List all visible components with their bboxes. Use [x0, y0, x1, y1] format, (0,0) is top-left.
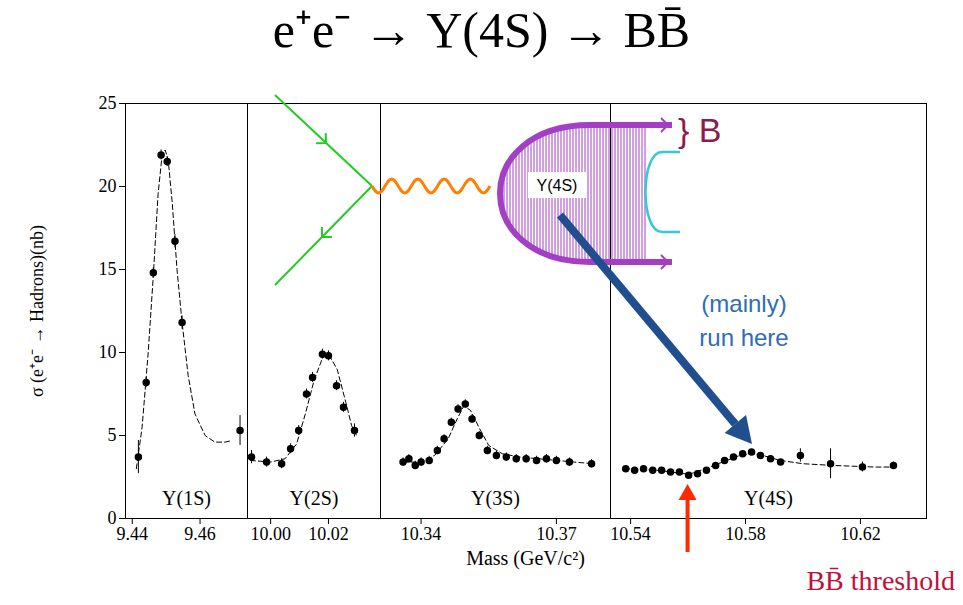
svg-text:9.46: 9.46 [184, 524, 216, 544]
html-text:Mass (GeV/c²): Mass (GeV/c²) [466, 547, 585, 569]
svg-text:Υ(3S): Υ(3S) [471, 487, 520, 510]
html-text:BB̄ threshold: BB̄ threshold [806, 565, 955, 596]
svg-text:10.58: 10.58 [725, 524, 766, 544]
svg-text:σ (e⁺e⁻ → Hadrons)(nb): σ (e⁺e⁻ → Hadrons)(nb) [27, 225, 48, 397]
svg-text:10.54: 10.54 [610, 524, 651, 544]
svg-text:15: 15 [99, 259, 117, 279]
svg-text:10.02: 10.02 [308, 524, 349, 544]
svg-text:25: 25 [99, 93, 117, 113]
svg-text:run here: run here [699, 324, 788, 351]
svg-text:10.34: 10.34 [401, 524, 442, 544]
svg-text:0: 0 [108, 508, 117, 528]
svg-text:9.44: 9.44 [117, 524, 149, 544]
svg-text:Υ(1S): Υ(1S) [162, 487, 211, 510]
svg-text:10.37: 10.37 [536, 524, 577, 544]
svg-text:10.00: 10.00 [250, 524, 291, 544]
svg-text:Υ(4S): Υ(4S) [537, 177, 578, 194]
svg-text:} B: } B [678, 111, 721, 149]
svg-text:10: 10 [99, 342, 117, 362]
svg-text:Υ(2S): Υ(2S) [290, 487, 339, 510]
html-text:e⁺e⁻ → Υ(4S) → BB̄: e⁺e⁻ → Υ(4S) → BB̄ [272, 2, 691, 58]
svg-text:(mainly): (mainly) [701, 290, 786, 317]
svg-text:5: 5 [108, 425, 117, 445]
svg-text:20: 20 [99, 176, 117, 196]
svg-text:10.62: 10.62 [840, 524, 881, 544]
svg-text:Υ(4S): Υ(4S) [744, 487, 793, 510]
